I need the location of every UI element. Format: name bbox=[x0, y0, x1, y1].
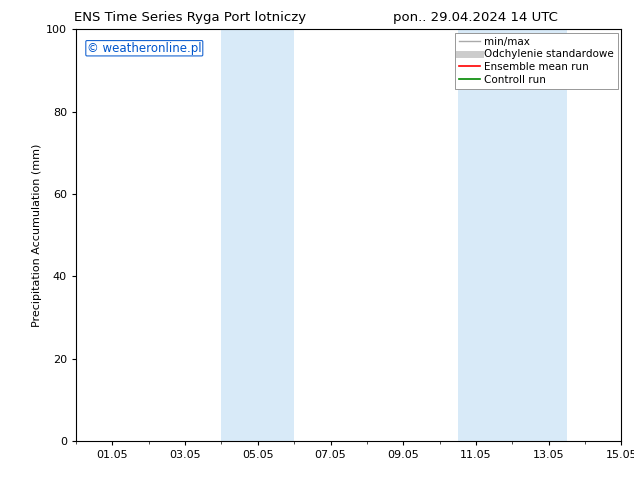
Text: © weatheronline.pl: © weatheronline.pl bbox=[87, 42, 202, 55]
Bar bbox=[221, 29, 294, 441]
Bar bbox=[458, 29, 567, 441]
Text: ENS Time Series Ryga Port lotniczy: ENS Time Series Ryga Port lotniczy bbox=[74, 11, 306, 24]
Legend: min/max, Odchylenie standardowe, Ensemble mean run, Controll run: min/max, Odchylenie standardowe, Ensembl… bbox=[455, 32, 618, 89]
Text: pon.. 29.04.2024 14 UTC: pon.. 29.04.2024 14 UTC bbox=[393, 11, 558, 24]
Y-axis label: Precipitation Accumulation (mm): Precipitation Accumulation (mm) bbox=[32, 144, 42, 327]
